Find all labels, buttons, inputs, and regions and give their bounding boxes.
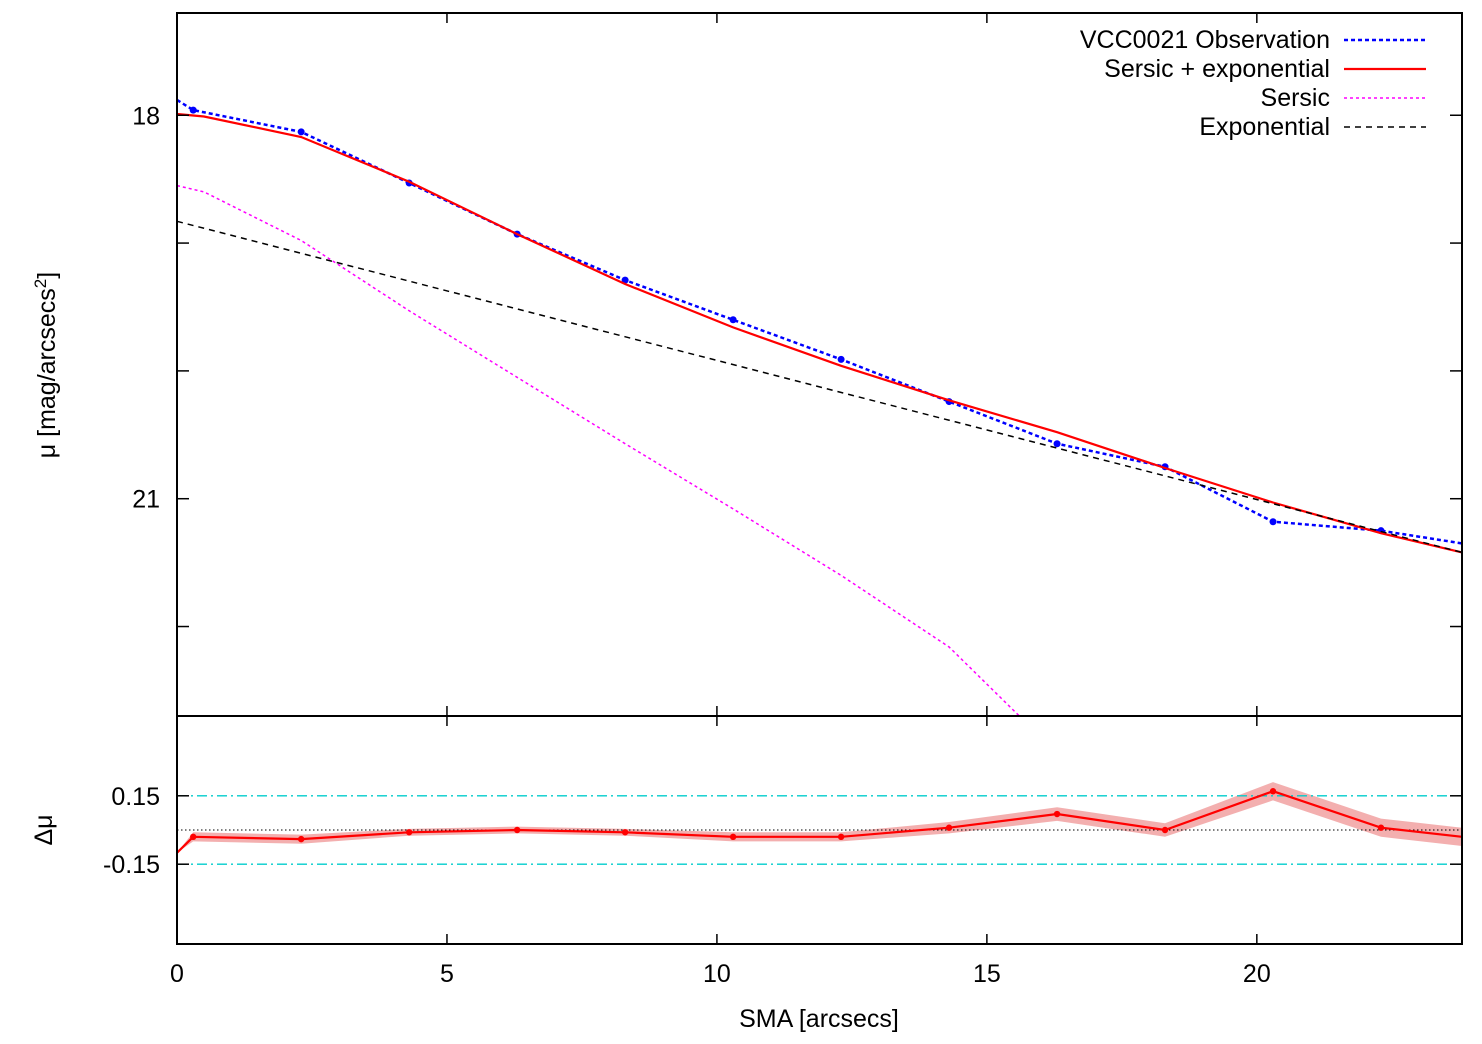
residual-point: [621, 829, 629, 836]
series-line-sersic: [176, 184, 1020, 717]
x-tick-label: 0: [170, 960, 184, 988]
residual-line: [176, 790, 1463, 854]
observation-point: [729, 316, 737, 324]
series-line-vcc0021-observation: [176, 98, 1463, 545]
observation-point: [1269, 518, 1277, 526]
y-axis-label-main: μ [mag/arcsecs: [33, 288, 61, 458]
observation-point: [297, 128, 305, 136]
y-tick-label: 21: [132, 486, 160, 514]
profile-series-layer: [176, 98, 1463, 717]
legend-label: VCC0021 Observation: [1080, 26, 1330, 54]
observation-point: [621, 276, 629, 284]
x-tick-label: 15: [973, 960, 1001, 988]
residual-y-tick-label: 0.15: [111, 783, 160, 811]
y-axis-label-superscript: 2: [31, 279, 50, 288]
residual-plot-frame: [176, 715, 1463, 945]
y-axis-label-tail: ]: [33, 272, 61, 279]
residual-point: [1161, 826, 1169, 834]
series-line-sersic-exponential: [176, 112, 1463, 554]
residual-series-layer: [176, 788, 1463, 854]
y-axis-label-profile: μ [mag/arcsecs2]: [31, 272, 62, 458]
residual-reference-lines: [177, 795, 1462, 865]
residual-point: [1377, 824, 1385, 831]
tick-label-layer: 0 5 10 15 20 18 21 0.15 -0.15: [103, 102, 1271, 988]
residual-point: [297, 835, 305, 843]
observation-point: [837, 355, 845, 363]
residual-point: [189, 833, 197, 841]
legend-label: Sersic: [1261, 84, 1330, 112]
x-tick-label: 5: [440, 960, 454, 988]
x-tick-label: 20: [1243, 960, 1271, 988]
residual-point: [837, 833, 845, 841]
y-axis-label-residual: Δμ: [30, 814, 58, 845]
x-axis-label: SMA [arcsecs]: [739, 1005, 899, 1033]
residual-point: [945, 824, 953, 831]
x-tick-label: 10: [703, 960, 731, 988]
legend-label: Sersic + exponential: [1104, 55, 1330, 83]
residual-point: [729, 833, 737, 841]
observation-point: [189, 106, 197, 114]
observation-point: [1053, 440, 1061, 448]
y-tick-label: 18: [132, 102, 160, 130]
legend-label: Exponential: [1199, 113, 1330, 141]
residual-y-tick-label: -0.15: [103, 851, 160, 879]
residual-error-band-layer: [177, 782, 1462, 853]
residual-point: [405, 829, 413, 836]
residual-point: [1053, 810, 1061, 818]
series-line-exponential: [176, 220, 1463, 554]
residual-point: [1269, 788, 1277, 795]
residual-point: [513, 826, 521, 834]
residual-error-band: [177, 782, 1462, 853]
tick-layer: [176, 13, 1462, 944]
